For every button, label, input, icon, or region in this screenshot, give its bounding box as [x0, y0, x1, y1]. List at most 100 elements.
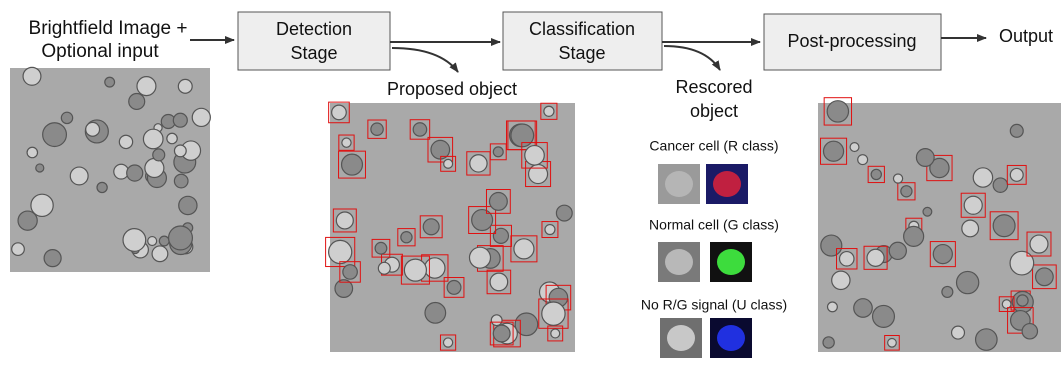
cell	[145, 158, 164, 177]
cell	[514, 239, 534, 259]
cell	[821, 235, 842, 256]
cell	[43, 123, 67, 147]
cell	[469, 247, 490, 268]
cell	[444, 159, 453, 168]
cell	[525, 146, 545, 166]
cell	[854, 299, 873, 318]
cell	[423, 219, 439, 235]
cell	[404, 259, 426, 281]
stage-label: Stage	[558, 43, 605, 63]
cell	[556, 205, 572, 221]
stage-label: Post-processing	[787, 31, 916, 51]
class-label: Normal cell (G class)	[649, 217, 779, 233]
caption: Rescored	[675, 77, 752, 97]
cell	[192, 108, 210, 126]
cell	[425, 258, 445, 278]
cell	[871, 169, 881, 179]
cell	[832, 271, 850, 289]
cell	[127, 165, 143, 181]
cell	[159, 236, 169, 246]
cell	[36, 164, 44, 172]
cell	[1022, 324, 1037, 339]
stage-label: Classification	[529, 19, 635, 39]
cell	[511, 124, 534, 147]
input-label: Brightfield Image +	[29, 18, 188, 39]
cell	[143, 129, 163, 149]
thumbnail-cell	[665, 171, 693, 197]
cell	[44, 250, 61, 267]
input-label: Optional input	[41, 41, 159, 62]
cell	[472, 210, 493, 231]
cell	[413, 123, 426, 136]
cell	[962, 220, 979, 237]
class-label: Cancer cell (R class)	[649, 138, 778, 154]
cell	[850, 143, 859, 152]
cell	[1010, 251, 1034, 275]
cell	[148, 237, 157, 246]
cell	[545, 225, 555, 235]
cell	[336, 212, 353, 229]
cell	[447, 281, 461, 295]
cell	[952, 326, 965, 339]
cell	[443, 338, 452, 347]
cell	[529, 165, 548, 184]
cell	[1036, 268, 1054, 286]
cell	[342, 138, 351, 147]
cell	[27, 147, 37, 157]
cell	[827, 101, 848, 122]
cell	[828, 302, 838, 312]
cell	[86, 122, 100, 136]
cell	[329, 240, 352, 263]
cell	[976, 329, 998, 351]
cell	[933, 245, 952, 264]
cell	[888, 338, 897, 347]
cell	[973, 168, 992, 187]
thumbnail-cell	[713, 171, 741, 197]
cell	[901, 186, 912, 197]
cell	[371, 123, 383, 135]
cell	[489, 193, 507, 211]
cell	[993, 178, 1007, 192]
cell	[401, 232, 412, 243]
cell	[179, 196, 197, 214]
cell	[823, 337, 834, 348]
cell	[515, 313, 538, 336]
cell	[375, 242, 387, 254]
cell	[1017, 295, 1028, 306]
cell	[858, 155, 868, 165]
stage-label: Stage	[290, 43, 337, 63]
cell	[957, 271, 979, 293]
cell	[61, 112, 72, 123]
cell	[993, 215, 1015, 237]
thumbnail-cell	[717, 325, 745, 351]
cell	[169, 226, 193, 250]
cell	[97, 182, 107, 192]
cell	[916, 149, 934, 167]
cell	[904, 226, 924, 246]
stage-label: Detection	[276, 19, 352, 39]
caption: Proposed object	[387, 79, 517, 99]
cell	[174, 174, 188, 188]
diagram: Brightfield Image + Optional input Detec…	[0, 0, 1061, 360]
cell	[378, 262, 390, 274]
cell	[1010, 168, 1023, 181]
cell	[544, 106, 554, 116]
cell	[964, 196, 982, 214]
cell	[493, 325, 510, 342]
cell	[542, 302, 565, 325]
cell	[12, 243, 25, 256]
cell	[342, 154, 363, 175]
cell	[153, 149, 165, 161]
thumbnail-cell	[665, 249, 693, 275]
cell	[152, 246, 168, 262]
cell	[31, 194, 53, 216]
cell	[123, 229, 146, 252]
cell	[23, 67, 41, 85]
images	[10, 67, 1061, 358]
cell	[551, 329, 560, 338]
cell	[425, 303, 446, 324]
cell	[490, 273, 508, 291]
cell	[343, 265, 358, 280]
cell	[137, 77, 156, 96]
thumbnail-cell	[717, 249, 745, 275]
